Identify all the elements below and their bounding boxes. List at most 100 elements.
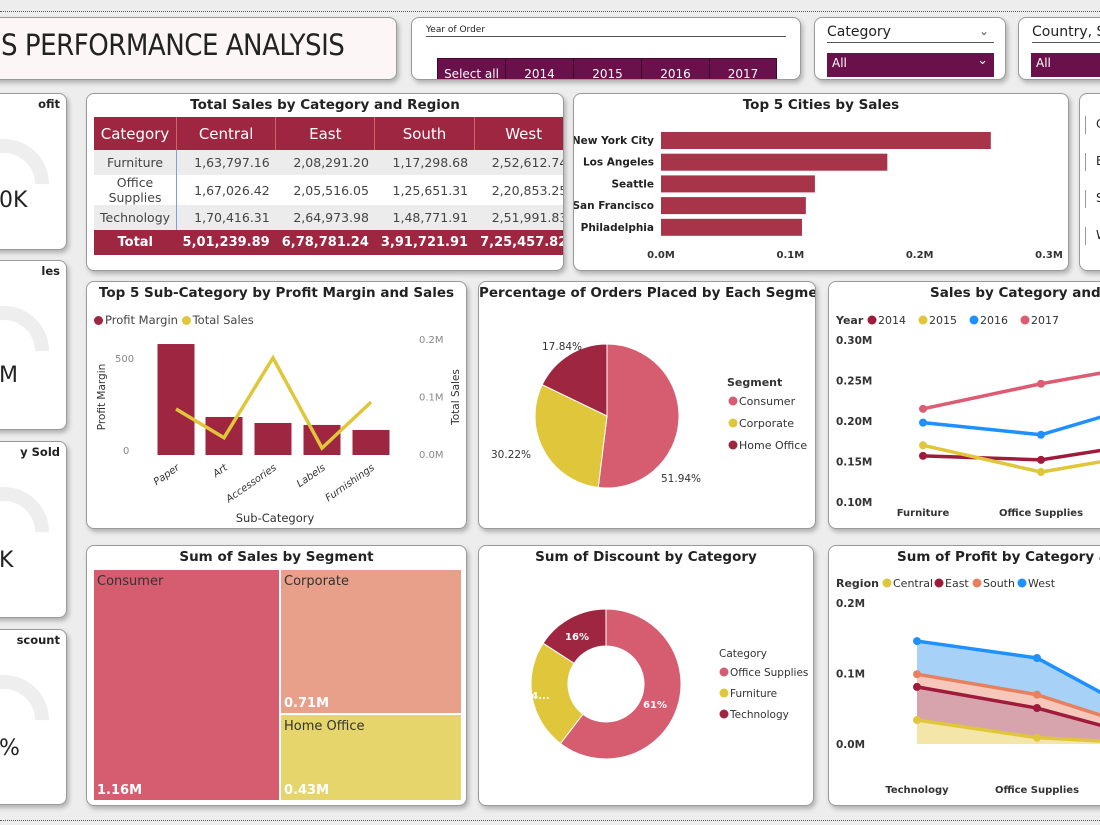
y-tick: 0.2M [836,598,865,610]
y-tick: 0.20M [836,416,872,428]
treemap-tile-corporate[interactable]: Corporate 0.71M [281,570,461,713]
combo-legend: Profit Margin Total Sales [94,313,254,327]
legend-dot-icon [728,396,738,406]
city-bar [661,218,802,236]
sales-line-chart: Year 2014 2015 2016 2017 0.10M 0.15M 0.20M 0.25M… [835,314,1100,519]
legend-dot-icon [1020,315,1030,325]
city-label: Los Angeles [583,157,654,169]
kpi-title: ofit [38,97,60,111]
treemap-tile-consumer[interactable]: Consumer 1.16M [94,570,279,800]
legend-dot-icon [972,578,982,588]
region-option-divider [1085,153,1086,171]
legend-dot-icon [719,667,729,677]
x-tick: 0.2M [906,250,934,261]
year-option-2017[interactable]: 2017 [709,58,777,79]
area-point [1033,690,1041,699]
region-option[interactable]: C [1096,117,1100,131]
column-header[interactable]: Category [94,117,178,150]
legend-dot-icon [969,315,979,325]
cell-value: 2,08,291.20 [293,155,369,170]
x-tick: 0.1M [776,250,804,261]
y2-axis-label: Total Sales [450,369,462,426]
year-option-select-all[interactable]: Select all [437,58,506,79]
y-tick: 0.10M [836,497,872,509]
subcategory-label: Accessories [223,462,278,505]
city-bar [661,132,991,149]
country-dropdown-value: All [1036,56,1051,70]
category-slicer: Category ⌄ All ⌄ [814,17,1006,80]
chevron-down-icon[interactable]: ⌄ [979,24,990,38]
country-dropdown[interactable]: All [1031,53,1100,77]
legend-item: 2017 [1031,314,1059,327]
line-series-2017 [922,371,1100,411]
line-point [1037,430,1045,439]
legend-profit-margin[interactable]: Profit Margin [105,313,178,327]
y-tick: 0 [123,446,129,457]
cell-value: 1,63,797.16 [194,155,270,170]
profit-margin-bar [254,422,292,455]
legend-dot-icon [918,315,928,325]
y-tick: 0.25M [836,376,872,388]
column-header[interactable]: West [474,117,563,150]
treemap-value: 0.43M [284,783,330,798]
kpi-title: les [41,264,60,278]
segment-pie-card: Percentage of Orders Placed by Each Segm… [478,281,816,529]
row-category: Office Supplies [94,175,178,205]
country-slicer: Country, S All [1018,17,1100,80]
region-option-divider [1085,190,1086,208]
region-option[interactable]: W [1096,228,1100,242]
x-tick: Technology [885,785,949,796]
region-option[interactable]: E [1096,154,1100,168]
kpi-card: ofit 0K [0,93,67,250]
column-header[interactable]: Central [176,117,277,150]
legend-dot-icon [719,709,729,719]
top-divider [0,11,1100,12]
region-option-divider [1085,227,1086,245]
kpi-value: K [0,548,14,574]
pie-data-label: 51.94% [661,473,701,485]
column-header[interactable]: East [275,117,376,150]
legend-dot-icon [181,316,191,325]
legend-total-sales[interactable]: Total Sales [192,313,254,327]
x-tick: Office Supplies [995,785,1079,796]
year-option-2015[interactable]: 2015 [573,58,642,79]
category-dropdown[interactable]: All ⌄ [827,53,994,77]
legend-title: Segment [727,376,782,389]
city-bar [661,197,806,215]
column-header[interactable]: South [374,117,475,150]
kpi-card: y Sold K [0,441,67,618]
x-tick: Office Supplies [999,508,1083,519]
region-option[interactable]: S [1096,191,1100,205]
y-axis-label: Profit Margin [96,364,108,431]
total-value: 5,01,239.89 [176,230,276,255]
subcategory-label: Furnishings [324,462,377,504]
legend-dot-icon [867,315,877,325]
country-slicer-label: Country, S [1032,24,1100,43]
legend-item: 2014 [878,314,906,327]
treemap-tile-home-office[interactable]: Home Office 0.43M [281,715,461,800]
region-slicer: C E S W [1079,93,1100,271]
y-tick: 500 [115,354,134,365]
sales-table-card: Total Sales by Category and Region Categ… [86,93,564,271]
legend-dot-icon [882,578,892,588]
legend-dot-icon [1017,578,1027,588]
profit-area-card: Sum of Profit by Category and I Region Ce… [828,545,1100,806]
donut-data-label: 16% [565,632,589,643]
year-option-2014[interactable]: 2014 [505,58,574,79]
area-point [913,670,921,679]
kpi-card: les M [0,260,67,430]
treemap-label: Corporate [284,574,349,589]
city-label: San Francisco [574,200,654,212]
title-card: S PERFORMANCE ANALYSIS [0,17,397,80]
kpi-value: % [0,735,20,761]
x-tick: Furniture [897,508,950,519]
legend-dot-icon [934,578,944,588]
area-title: Sum of Profit by Category and I [897,549,1100,565]
kpi-value: M [0,363,18,388]
legend-dot-icon [94,316,103,325]
cell-value: 1,70,416.31 [194,210,270,225]
year-option-2016[interactable]: 2016 [641,58,710,79]
gauge-arc [0,656,66,784]
donut-slice [542,608,607,665]
pie-slice-home-office [541,343,608,417]
